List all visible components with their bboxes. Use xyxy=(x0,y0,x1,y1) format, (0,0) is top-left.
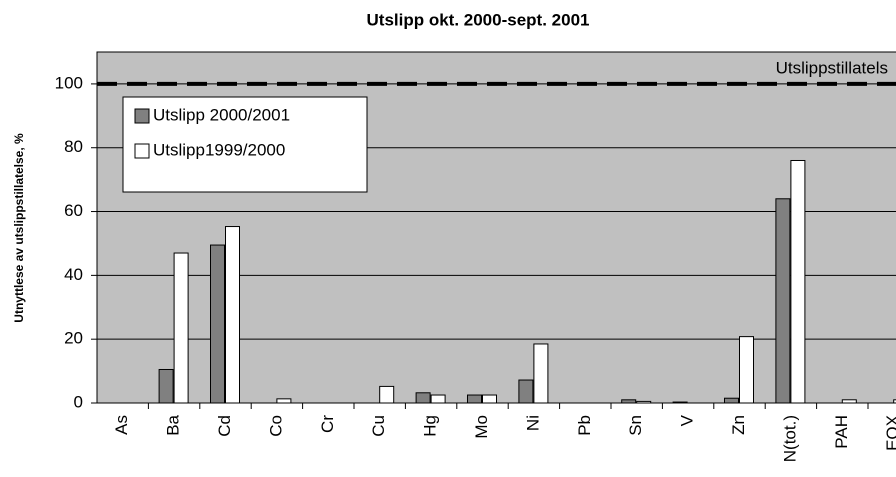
x-tick-label: PAH xyxy=(832,415,851,449)
legend-label: Utslipp1999/2000 xyxy=(153,140,285,159)
bar xyxy=(276,398,292,404)
x-tick-label: As xyxy=(112,415,131,435)
bar xyxy=(739,336,754,404)
y-tick-label: 0 xyxy=(74,392,83,411)
y-axis-label: Utnyttlese av utslippstillatelse, % xyxy=(12,133,26,323)
y-tick-label: 20 xyxy=(64,329,83,348)
bar xyxy=(636,400,652,404)
bar xyxy=(893,399,896,404)
x-tick-label: Pb xyxy=(575,415,594,436)
y-tick-label: 100 xyxy=(55,73,83,92)
legend-swatch xyxy=(134,108,150,124)
x-tick-label: Cu xyxy=(369,415,388,437)
legend-swatch xyxy=(134,143,150,159)
x-tick-label: Cd xyxy=(215,415,234,437)
bar xyxy=(430,394,446,404)
bar xyxy=(158,368,174,404)
reference-label: Utslippstillatels xyxy=(776,58,888,77)
bar xyxy=(173,252,189,404)
bar xyxy=(533,343,549,404)
chart-title: Utslipp okt. 2000-sept. 2001 xyxy=(367,10,590,29)
y-tick-label: 60 xyxy=(64,201,83,220)
bar xyxy=(415,392,431,404)
bar xyxy=(225,226,240,404)
x-tick-label: Cr xyxy=(318,415,337,433)
legend-box xyxy=(122,96,368,193)
x-tick-label: N(tot.) xyxy=(780,415,799,462)
x-tick-label: V xyxy=(678,414,697,426)
y-tick-label: 40 xyxy=(64,265,83,284)
x-tick-label: Hg xyxy=(421,415,440,437)
bar xyxy=(724,397,739,404)
bar xyxy=(482,394,497,404)
y-tick-label: 80 xyxy=(64,137,83,156)
bar xyxy=(841,399,857,404)
bar xyxy=(210,244,225,404)
x-tick-label: EOX xyxy=(883,415,896,451)
bar xyxy=(379,385,395,404)
bar xyxy=(621,399,637,404)
x-tick-label: Zn xyxy=(729,415,748,435)
bar xyxy=(790,159,806,404)
x-tick-label: Ba xyxy=(164,414,183,435)
x-tick-label: Mo xyxy=(472,415,491,439)
x-tick-label: Co xyxy=(266,415,285,437)
bar xyxy=(467,394,482,404)
bar xyxy=(775,198,791,404)
bar xyxy=(672,401,688,404)
legend-label: Utslipp 2000/2001 xyxy=(153,105,290,124)
bar xyxy=(518,379,534,404)
x-tick-label: Ni xyxy=(523,415,542,431)
x-tick-label: Sn xyxy=(626,415,645,436)
